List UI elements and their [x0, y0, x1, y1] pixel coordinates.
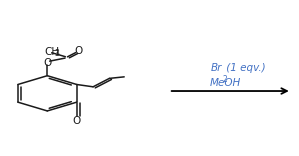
- Text: (1 eqv.): (1 eqv.): [223, 63, 265, 73]
- Text: 2: 2: [223, 75, 228, 84]
- Text: MeOH: MeOH: [209, 78, 241, 88]
- Text: O: O: [74, 46, 83, 56]
- Text: CH: CH: [44, 47, 60, 57]
- Text: 3: 3: [54, 49, 59, 58]
- Text: O: O: [73, 116, 81, 126]
- Text: Br: Br: [211, 63, 222, 73]
- Text: O: O: [43, 58, 51, 68]
